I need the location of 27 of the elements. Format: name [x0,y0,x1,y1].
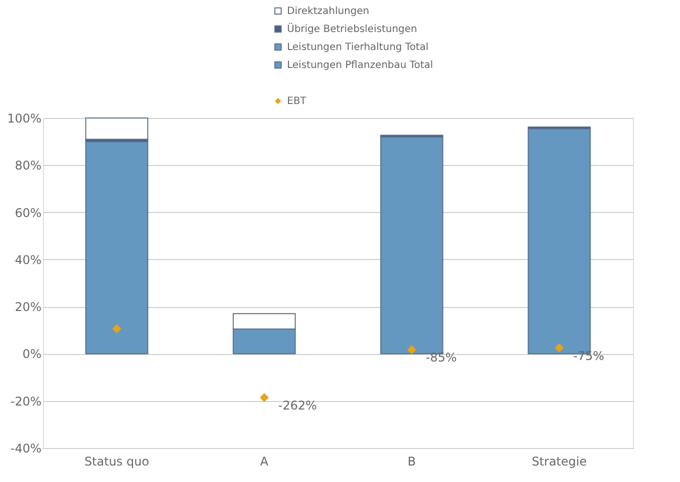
annotation: -85% [426,350,457,365]
x-tick-label: Strategie [532,454,587,468]
y-tick-label: -20% [10,394,42,408]
bar [85,141,148,354]
y-tick-label: 80% [14,158,42,173]
point [260,393,269,402]
y-tick-label: 100% [7,112,42,126]
point [554,343,564,352]
y-tick-label: 0% [22,347,42,362]
x-tick-label: Status quo [84,454,150,468]
legend-label: Leistungen Tierhaltung Total [287,42,429,53]
legend-label: Leistungen Pflanzenbau Total [287,60,434,71]
annotation: -262% [278,398,317,413]
y-tick-label: 40% [14,252,42,267]
point [407,345,416,354]
y-tick-label: -40% [10,442,42,456]
bar [85,118,148,140]
bar [380,136,444,354]
annotation: -75% [573,348,604,363]
y-tick-label: 60% [14,206,42,220]
point [112,324,122,334]
legend-label: Übrige Betriebsleistungen [287,22,418,35]
x-tick-label: A [260,454,270,468]
legend-label: EBT [287,96,308,107]
y-tick-label: 20% [14,300,42,314]
legend-label: Direktzahlungen [287,6,370,17]
x-tick-label: B [408,454,416,468]
